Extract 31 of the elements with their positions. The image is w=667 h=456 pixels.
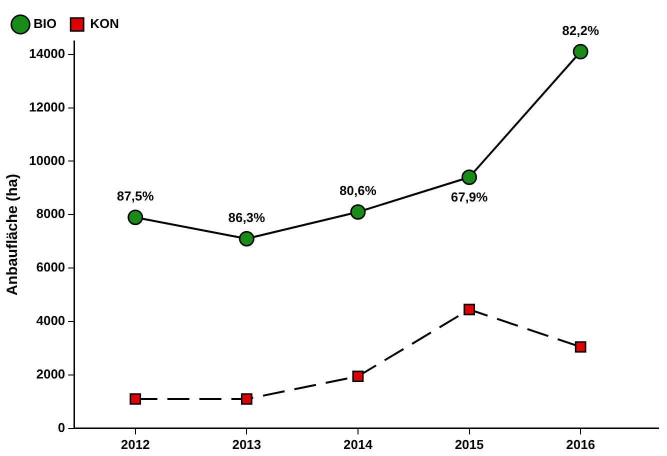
annotation: 80,6% <box>340 183 377 198</box>
point <box>572 44 588 60</box>
point <box>130 393 142 405</box>
legend-label: KON <box>90 16 119 32</box>
x-tick-label: 2013 <box>232 436 262 452</box>
y-axis-title: Anbaufläche (ha) <box>4 174 22 296</box>
y-tick-label: 14000 <box>28 46 66 61</box>
annotation: 87,5% <box>116 188 154 204</box>
y-tick-label: 0 <box>58 420 66 435</box>
x-tick-label: 2016 <box>566 436 596 452</box>
point <box>462 170 478 186</box>
point <box>352 370 364 382</box>
point <box>240 393 252 405</box>
point <box>350 204 366 220</box>
y-tick-label: 8000 <box>36 206 66 222</box>
x-tick-label: 2014 <box>344 436 374 452</box>
point <box>574 341 586 353</box>
annotation: 86,3% <box>228 210 266 225</box>
point <box>238 230 254 246</box>
y-tick-label: 10000 <box>28 152 66 168</box>
annotation: 82,2% <box>562 22 600 38</box>
y-tick-label: 4000 <box>36 313 66 328</box>
y-tick-label: 6000 <box>36 260 66 275</box>
point <box>464 304 475 316</box>
x-tick-label: 2015 <box>454 436 484 452</box>
legend-label: BIO <box>34 16 57 32</box>
y-tick-label: 2000 <box>36 366 66 382</box>
annotation: 67,9% <box>450 189 488 204</box>
y-tick-label: 12000 <box>28 99 66 114</box>
point <box>128 210 144 226</box>
x-tick-label: 2012 <box>120 436 150 452</box>
